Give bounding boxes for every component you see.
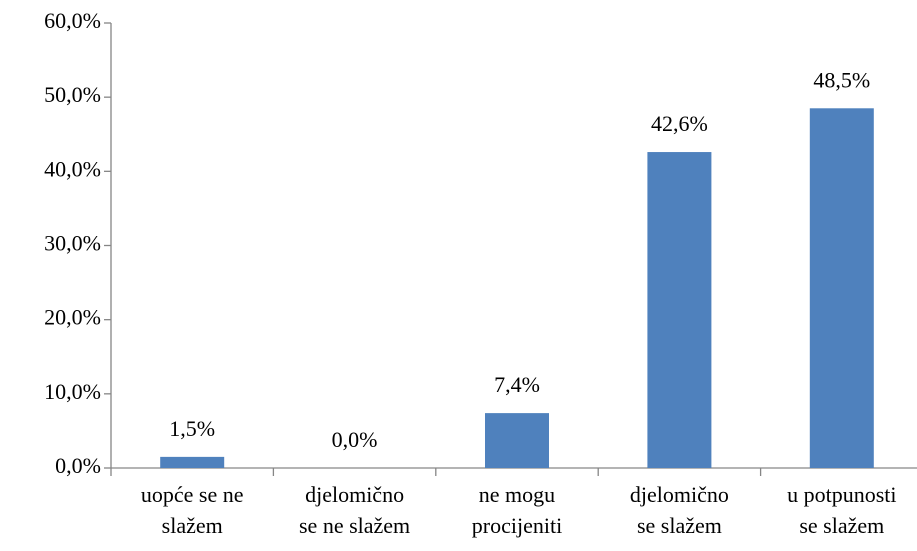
x-tick-label: ne mogu: [479, 482, 555, 507]
x-tick-label: se ne slažem: [299, 513, 410, 538]
value-label: 1,5%: [169, 416, 215, 441]
x-tick-label: uopće se ne: [141, 482, 244, 507]
value-label: 42,6%: [651, 111, 708, 136]
bar: [647, 152, 712, 469]
x-tick-label: se slažem: [799, 513, 884, 538]
bar: [160, 456, 225, 468]
x-tick-label: djelomično: [305, 482, 404, 507]
x-tick-label: djelomično: [630, 482, 729, 507]
value-label: 0,0%: [332, 427, 378, 452]
value-label: 48,5%: [813, 67, 870, 92]
value-label: 7,4%: [494, 372, 540, 397]
y-tick-label: 20,0%: [44, 305, 101, 330]
x-tick-label: procijeniti: [472, 513, 562, 538]
y-tick-label: 50,0%: [44, 82, 101, 107]
x-tick-label: u potpunosti: [787, 482, 896, 507]
x-tick-label: se slažem: [637, 513, 722, 538]
y-tick-label: 10,0%: [44, 379, 101, 404]
bar: [809, 108, 874, 469]
bar: [485, 413, 549, 468]
x-tick-label: slažem: [162, 513, 223, 538]
y-tick-label: 30,0%: [44, 231, 101, 256]
y-tick-label: 60,0%: [44, 8, 101, 33]
y-tick-label: 40,0%: [44, 156, 101, 181]
y-tick-label: 0,0%: [55, 453, 101, 478]
